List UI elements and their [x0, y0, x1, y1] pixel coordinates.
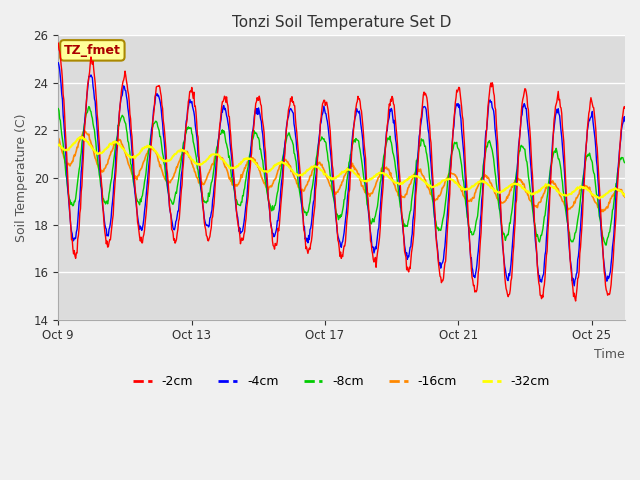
Y-axis label: Soil Temperature (C): Soil Temperature (C)	[15, 113, 28, 242]
X-axis label: Time: Time	[595, 348, 625, 361]
Legend: -2cm, -4cm, -8cm, -16cm, -32cm: -2cm, -4cm, -8cm, -16cm, -32cm	[128, 370, 556, 393]
Title: Tonzi Soil Temperature Set D: Tonzi Soil Temperature Set D	[232, 15, 451, 30]
Text: TZ_fmet: TZ_fmet	[64, 44, 121, 57]
